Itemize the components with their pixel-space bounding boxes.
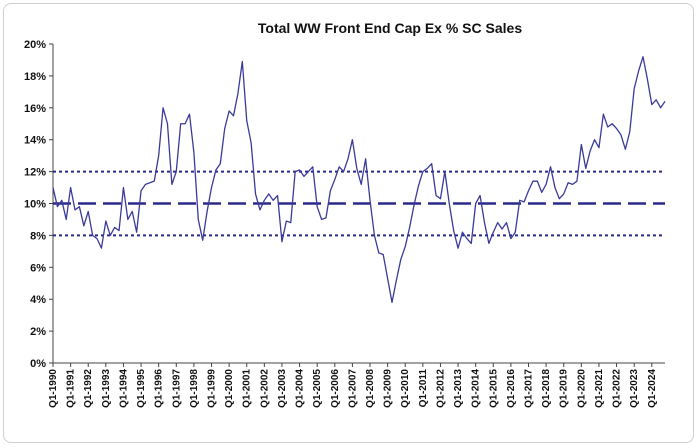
y-tick-label: 6% [30,262,46,274]
x-tick-label: Q1-2008 [365,369,376,408]
y-tick-label: 0% [30,358,46,370]
x-tick-label: Q1-1992 [83,369,94,408]
x-tick-label: Q1-2023 [629,369,640,408]
y-tick-label: 20% [24,39,46,51]
x-tick-label: Q1-2022 [612,369,623,408]
x-tick-label: Q1-1990 [48,369,59,408]
x-tick-label: Q1-2011 [418,369,429,408]
chart-frame [3,3,694,443]
x-tick-label: Q1-2019 [559,369,570,408]
x-tick-label: Q1-1993 [101,369,112,408]
x-tick-label: Q1-2000 [224,369,235,408]
x-tick-label: Q1-2024 [647,369,658,408]
x-tick-label: Q1-1991 [66,369,77,408]
series-layer [52,56,666,304]
x-tick-label: Q1-2006 [330,369,341,408]
x-tick-label: Q1-2017 [524,369,535,408]
y-tick-label: 14% [24,135,46,147]
x-tick-label: Q1-2015 [488,369,499,408]
reference-lines [53,170,665,237]
x-tick-label: Q1-2007 [347,369,358,408]
chart-title: Total WW Front End Cap Ex % SC Sales [258,20,522,36]
x-tick-label: Q1-2009 [383,369,394,408]
x-tick-label: Q1-1995 [136,369,147,408]
x-tick-label: Q1-2020 [576,369,587,408]
y-tick-label: 2% [30,326,46,338]
x-tick-label: Q1-2018 [541,369,552,408]
y-tick-label: 4% [30,294,46,306]
x-tick-label: Q1-2013 [453,369,464,408]
x-tick-label: Q1-2021 [594,369,605,408]
x-tick-label: Q1-1994 [118,369,129,408]
x-tick-label: Q1-2001 [242,369,253,408]
x-tick-label: Q1-2003 [277,369,288,408]
x-tick-label: Q1-1998 [189,369,200,408]
x-tick-label: Q1-2005 [312,369,323,408]
x-tick-label: Q1-2010 [400,369,411,408]
y-tick-label: 10% [24,199,46,211]
x-tick-label: Q1-2004 [295,369,306,408]
x-tick-label: Q1-1997 [171,369,182,408]
y-tick-label: 16% [24,103,46,115]
x-tick-label: Q1-1999 [207,369,218,408]
y-tick-label: 18% [24,71,46,83]
y-axis-ticks: 0% 2% 4% 6% 8% 10% 12% 14% 16% 18% 20% [24,39,53,370]
y-tick-label: 12% [24,167,46,179]
x-axis-ticks: Q1-1990 Q1-1991 Q1-1992 Q1-1993 Q1-1994 Q1-19… [48,363,658,408]
x-tick-label: Q1-2012 [435,369,446,408]
x-tick-label: Q1-2014 [471,369,482,408]
x-tick-label: Q1-1996 [154,369,165,408]
y-tick-label: 8% [30,230,46,242]
x-tick-label: Q1-2016 [506,369,517,408]
x-tick-label: Q1-2002 [259,369,270,408]
series-line [52,56,666,304]
